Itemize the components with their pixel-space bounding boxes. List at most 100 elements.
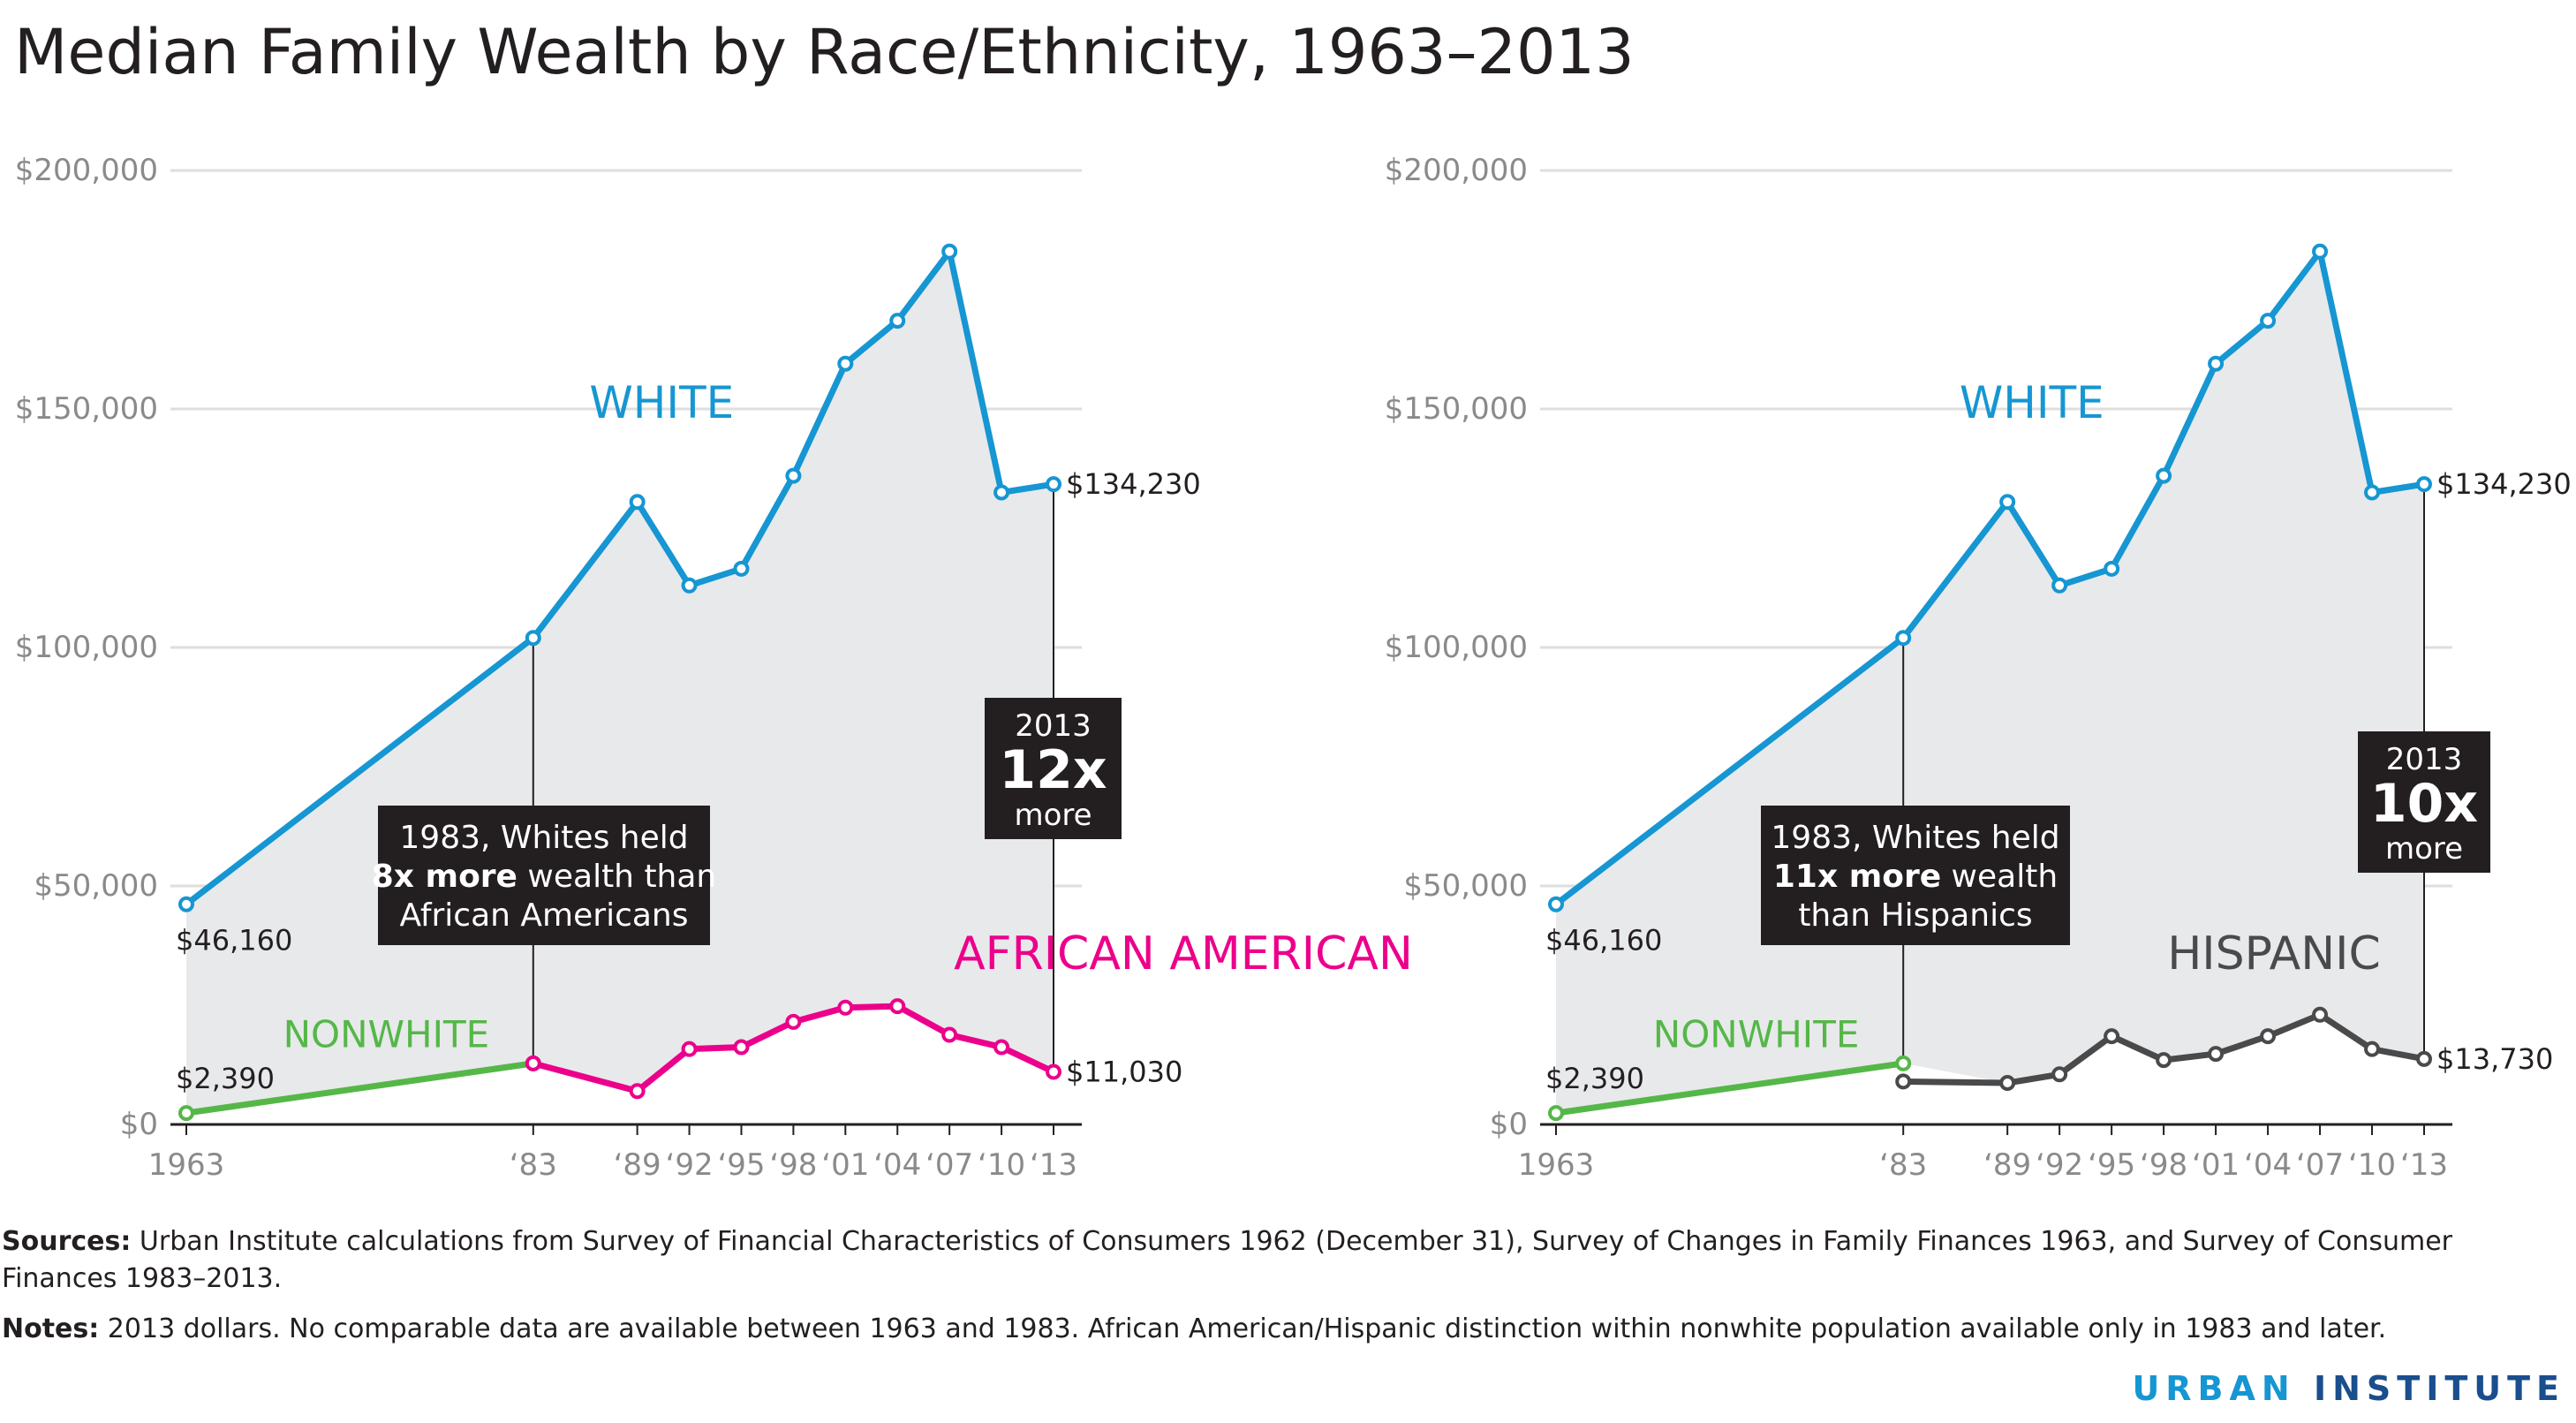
y-tick-label: $150,000 — [15, 391, 158, 427]
value-label-nonwhite-start: $2,390 — [176, 1062, 275, 1095]
hispanic-point — [2364, 1041, 2381, 1057]
urban-institute-logo: URBAN INSTITUTE — [2132, 1369, 2565, 1408]
series-label-nonwhite: NONWHITE — [283, 1013, 490, 1056]
sources-note: Sources: Urban Institute calculations fr… — [2, 1223, 2545, 1298]
white-point — [1895, 630, 1912, 647]
chart-title: Median Family Wealth by Race/Ethnicity, … — [14, 16, 1635, 88]
african-american-point — [681, 1041, 698, 1057]
hispanic-point — [2051, 1066, 2068, 1083]
x-tick-label: 1963 — [1518, 1147, 1595, 1183]
white-point — [178, 896, 194, 912]
callout-2013-ratio: 12x — [999, 739, 1107, 801]
nonwhite-point — [1895, 1055, 1912, 1071]
callout-1983-ratio: 11x more — [1773, 859, 1941, 895]
notes-note: Notes: 2013 dollars. No comparable data … — [2, 1311, 2545, 1348]
value-label-white-start: $46,160 — [176, 924, 292, 957]
x-tick-label: ‘92 — [2036, 1147, 2083, 1183]
callout-1983-line-3: than Hispanics — [1798, 897, 2032, 934]
white-point — [1999, 494, 2016, 511]
callout-1983-line-1: 1983, Whites held — [1771, 820, 2059, 856]
white-point — [1046, 476, 1061, 493]
white-point — [889, 313, 906, 329]
hispanic-point — [1895, 1073, 1912, 1090]
y-tick-label: $50,000 — [34, 868, 158, 904]
african-american-point — [941, 1026, 958, 1043]
callout-1983-line-1: 1983, Whites held — [399, 820, 688, 856]
white-point — [2208, 355, 2225, 372]
african-american-point — [525, 1055, 541, 1071]
white-point — [2156, 467, 2172, 484]
hispanic-point — [2208, 1046, 2225, 1063]
white-point — [837, 355, 854, 372]
x-tick-label: ‘95 — [2088, 1147, 2135, 1183]
logo-urban-text: URBAN — [2132, 1369, 2296, 1408]
x-tick-label: ‘01 — [2192, 1147, 2240, 1183]
x-tick-label: ‘10 — [2348, 1147, 2396, 1183]
callout-1983-box — [1761, 806, 2070, 945]
nonwhite-point — [178, 1105, 194, 1122]
x-tick-label: ‘92 — [666, 1147, 714, 1183]
african-american-point — [993, 1039, 1010, 1056]
x-tick-label: ‘95 — [717, 1147, 765, 1183]
hispanic-point — [2156, 1052, 2172, 1069]
chart-panel-1: $0 $50,000 $100,000 $150,000 $200,000 1963 ‘83… — [15, 153, 1413, 1183]
series-label-nonwhite: NONWHITE — [1653, 1013, 1860, 1056]
white-point — [941, 243, 958, 260]
hispanic-point — [2104, 1028, 2120, 1045]
white-point — [2051, 577, 2068, 594]
white-point — [2104, 560, 2120, 577]
callout-1983-line-2: 11x more wealth — [1773, 859, 2058, 895]
y-tick-label: $50,000 — [1403, 868, 1528, 904]
x-tick-label: ‘13 — [2400, 1147, 2448, 1183]
hispanic-line — [1903, 1011, 2425, 1086]
x-tick-label: ‘98 — [2140, 1147, 2187, 1183]
value-label-white-start: $46,160 — [1545, 924, 1662, 957]
x-tick-label: ‘13 — [1030, 1147, 1077, 1183]
nonwhite-line — [185, 1060, 534, 1116]
nonwhite-point — [1548, 1105, 1564, 1122]
white-point — [525, 630, 541, 647]
hispanic-point — [2416, 1050, 2432, 1067]
hispanic-point — [1999, 1075, 2016, 1092]
value-label-nonwhite-start: $2,390 — [1545, 1062, 1644, 1095]
notes-label: Notes: — [2, 1313, 100, 1344]
african-american-point — [837, 999, 854, 1016]
y-tick-label: $0 — [1490, 1107, 1528, 1142]
callout-2013-word: more — [1014, 798, 1092, 833]
logo-institute-text: INSTITUTE — [2313, 1369, 2565, 1408]
sources-text: Urban Institute calculations from Survey… — [2, 1226, 2452, 1294]
x-tick-label: ‘89 — [1983, 1147, 2031, 1183]
y-tick-label: $150,000 — [1385, 391, 1528, 427]
x-tick-label: ‘98 — [769, 1147, 817, 1183]
y-tick-label: $100,000 — [1385, 630, 1528, 665]
sources-label: Sources: — [2, 1226, 132, 1257]
hispanic-point — [2312, 1006, 2329, 1023]
callout-2013-box — [985, 698, 1122, 839]
hispanic-point — [2260, 1028, 2277, 1045]
callout-2013-box — [2358, 731, 2490, 873]
series-label-minority: HISPANIC — [2167, 927, 2381, 980]
x-tick-label: ‘04 — [2244, 1147, 2292, 1183]
callout-1983-ratio: 8x more — [372, 859, 517, 895]
african-american-line — [532, 1003, 1055, 1094]
x-tick-label: ‘10 — [978, 1147, 1025, 1183]
x-tick-label: ‘07 — [2296, 1147, 2344, 1183]
y-tick-label: $100,000 — [15, 630, 158, 665]
series-label-minority: AFRICAN AMERICAN — [954, 927, 1413, 980]
african-american-point — [889, 998, 906, 1015]
x-tick-label: ‘83 — [1879, 1147, 1927, 1183]
african-american-point — [1046, 1063, 1061, 1080]
chart-panel-2: $0 $50,000 $100,000 $150,000 $200,000 1963 ‘83… — [1385, 153, 2572, 1183]
white-point — [2364, 484, 2381, 501]
callout-1983-line-3: African Americans — [399, 897, 688, 934]
white-point — [629, 494, 646, 511]
y-tick-label: $200,000 — [15, 153, 158, 188]
notes-text: 2013 dollars. No comparable data are ava… — [99, 1313, 2387, 1344]
white-point — [2416, 476, 2432, 493]
y-tick-label: $200,000 — [1385, 153, 1528, 188]
callout-1983-line-2-rest: wealth — [1941, 859, 2058, 895]
white-point — [1548, 896, 1564, 912]
x-tick-label: ‘83 — [510, 1147, 557, 1183]
nonwhite-line — [1555, 1060, 1904, 1116]
white-point — [733, 560, 750, 577]
